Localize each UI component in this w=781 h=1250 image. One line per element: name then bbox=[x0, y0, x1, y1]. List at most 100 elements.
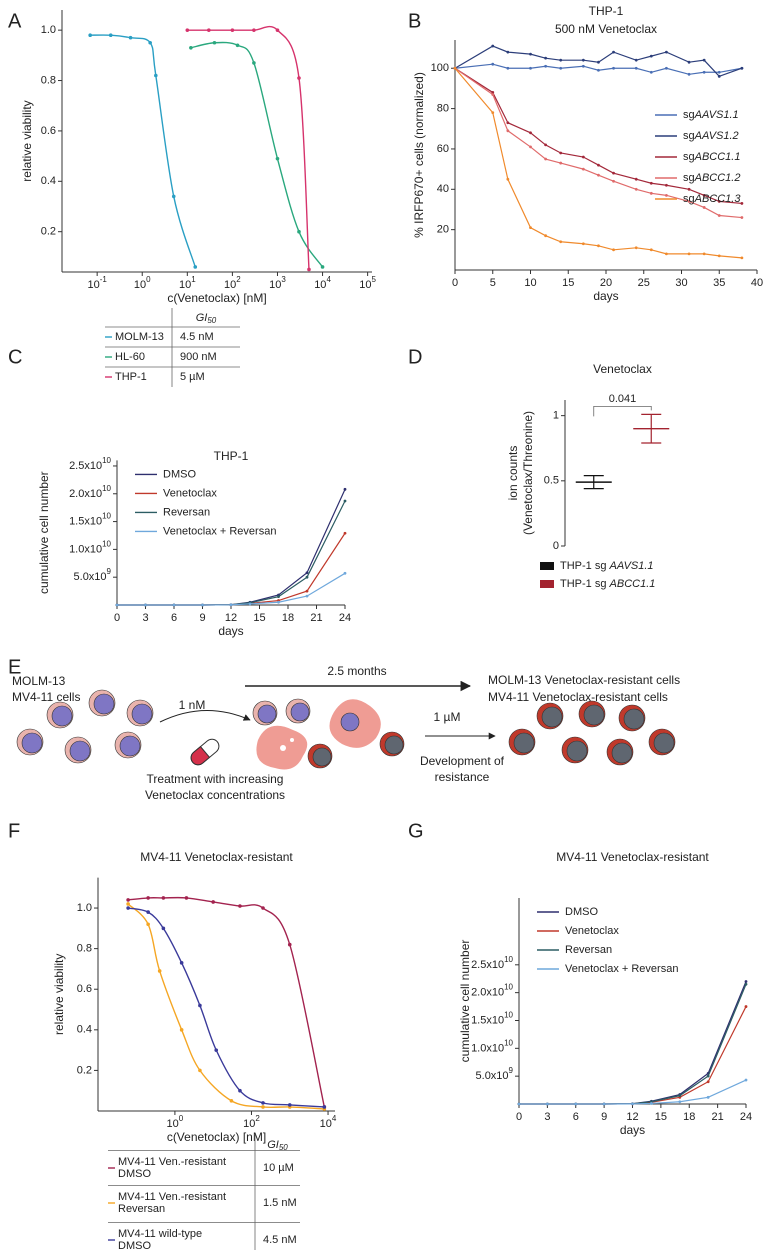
data-point bbox=[144, 603, 147, 607]
data-point bbox=[744, 980, 748, 983]
data-point bbox=[126, 906, 130, 910]
fit-curve bbox=[127, 903, 325, 1110]
chart-title: Venetoclax bbox=[593, 362, 652, 376]
text-part: 3 bbox=[281, 275, 286, 284]
data-point bbox=[678, 1094, 682, 1098]
x-tick-label: 9 bbox=[199, 612, 205, 624]
legend-label: DMSO bbox=[163, 468, 196, 480]
y-tick-label: 0.8 bbox=[41, 74, 56, 86]
text-part: 10 bbox=[359, 279, 371, 291]
text-part: AAVS1.1 bbox=[694, 109, 739, 121]
text-part: 5.0x10 bbox=[476, 1070, 509, 1082]
data-point bbox=[491, 111, 495, 115]
y-tick-label: 5.0x109 bbox=[74, 567, 112, 583]
data-point bbox=[529, 66, 532, 70]
table-name: MV4-11 wild-type bbox=[118, 1228, 202, 1240]
x-axis-label: days bbox=[218, 624, 243, 638]
data-point bbox=[544, 234, 547, 238]
text-part: 1.0x10 bbox=[471, 1042, 504, 1054]
series-line bbox=[454, 67, 742, 219]
x-tick-label: 24 bbox=[740, 1111, 752, 1123]
data-point bbox=[581, 167, 585, 171]
text-part: ABCC1.1 bbox=[694, 151, 741, 163]
data-point bbox=[343, 531, 347, 535]
x-tick-label: 12 bbox=[225, 612, 237, 624]
data-point bbox=[559, 151, 563, 155]
y-tick-label: 2.5x1010 bbox=[471, 955, 513, 971]
data-point bbox=[189, 45, 193, 50]
data-point bbox=[277, 595, 280, 599]
legend-label: sgAAVS1.1 bbox=[683, 109, 739, 121]
data-point bbox=[665, 66, 668, 70]
data-point bbox=[184, 896, 189, 900]
data-point bbox=[185, 28, 190, 32]
y-tick-label: 0.8 bbox=[77, 943, 92, 955]
series-line bbox=[117, 500, 346, 606]
x-tick-label: 6 bbox=[171, 612, 177, 624]
x-tick-label: 3 bbox=[142, 612, 148, 624]
data-point bbox=[544, 56, 547, 60]
text-part: 2.5x10 bbox=[471, 959, 504, 971]
data-point bbox=[581, 155, 585, 159]
panel-label: G bbox=[408, 820, 424, 842]
data-point bbox=[146, 910, 150, 914]
data-point bbox=[717, 254, 721, 258]
y-axis-label: relative viability bbox=[20, 100, 34, 181]
text-part: 10 bbox=[269, 279, 281, 291]
data-point bbox=[238, 904, 242, 908]
y-tick-label: 1.0x1010 bbox=[471, 1038, 513, 1054]
x-tick-label: 105 bbox=[359, 275, 376, 291]
data-point bbox=[179, 961, 184, 965]
text-part: THP-1 sg bbox=[560, 578, 610, 590]
table-name: MV4-11 Ven.-resistant bbox=[118, 1191, 226, 1203]
x-tick-label: 10-1 bbox=[87, 275, 107, 291]
data-point bbox=[307, 267, 311, 272]
data-point bbox=[717, 214, 721, 217]
data-point bbox=[305, 589, 309, 593]
text-part: 10 bbox=[504, 983, 513, 992]
x-tick-label: 15 bbox=[562, 277, 574, 289]
series-line bbox=[519, 984, 747, 1105]
legend-label: sgABCC1.3 bbox=[683, 193, 741, 205]
data-point bbox=[634, 66, 638, 70]
x-tick-label: 15 bbox=[253, 612, 265, 624]
data-point bbox=[544, 64, 547, 68]
table-name: DMSO bbox=[118, 1240, 151, 1250]
data-point bbox=[702, 70, 706, 74]
data-point bbox=[506, 50, 510, 54]
x-tick-label: 10 bbox=[524, 277, 536, 289]
data-point bbox=[517, 1102, 521, 1106]
data-point bbox=[687, 252, 691, 256]
y-tick-label: 0.2 bbox=[77, 1064, 92, 1076]
data-point bbox=[161, 926, 166, 931]
x-axis-label: c(Venetoclax) [nM] bbox=[167, 1130, 266, 1144]
data-point bbox=[214, 1048, 219, 1052]
data-point bbox=[581, 64, 585, 68]
series-line bbox=[117, 572, 346, 606]
y-tick-label: 100 bbox=[431, 62, 449, 74]
data-point bbox=[235, 43, 240, 48]
legend-label: Venetoclax bbox=[163, 487, 217, 499]
data-point bbox=[275, 156, 280, 161]
data-point bbox=[634, 177, 638, 181]
data-point bbox=[744, 1078, 748, 1082]
x-tick-label: 18 bbox=[282, 612, 294, 624]
text-part: ABCC1.1 bbox=[609, 578, 656, 590]
data-point bbox=[597, 173, 600, 177]
data-point bbox=[506, 121, 510, 125]
data-point bbox=[706, 1095, 710, 1099]
data-point bbox=[154, 73, 158, 78]
treatment-arrow bbox=[159, 710, 251, 723]
y-tick-label: 0.2 bbox=[41, 226, 56, 238]
data-point bbox=[126, 898, 130, 902]
resistant-label: MOLM-13 Venetoclax-resistant cells bbox=[488, 673, 680, 687]
text-part: 2.0x10 bbox=[471, 987, 504, 999]
data-point bbox=[544, 143, 547, 147]
data-point bbox=[506, 66, 510, 70]
text-part: sg bbox=[683, 151, 695, 163]
text-part: 10 bbox=[504, 955, 513, 964]
data-point bbox=[702, 252, 706, 256]
data-point bbox=[649, 248, 653, 252]
data-point bbox=[665, 252, 668, 256]
fit-curve bbox=[127, 907, 325, 1108]
